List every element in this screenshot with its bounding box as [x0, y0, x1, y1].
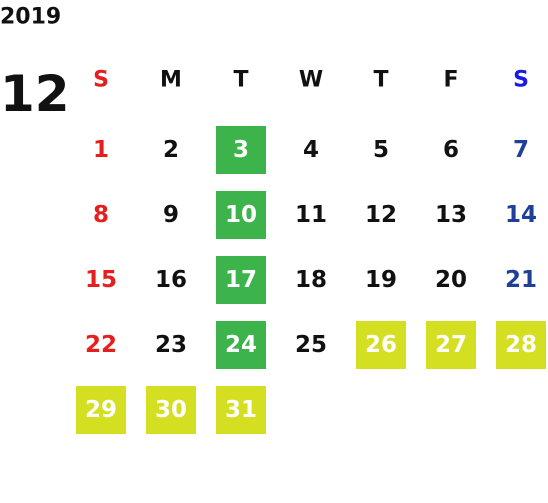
day-number: 3 [233, 137, 249, 163]
weekday-label: M [160, 68, 182, 93]
day-number: 25 [295, 332, 327, 358]
day-number: 22 [85, 332, 117, 358]
day-number: 4 [303, 137, 319, 163]
day-highlight [216, 256, 266, 304]
day-number: 16 [155, 267, 187, 293]
day-highlight [216, 191, 266, 239]
day-number: 17 [225, 267, 257, 293]
day-number: 24 [225, 332, 257, 358]
day-number: 5 [373, 137, 389, 163]
weekday-label: T [373, 68, 388, 93]
day-number: 26 [365, 332, 397, 358]
day-number: 18 [295, 267, 327, 293]
day-number: 8 [93, 202, 109, 228]
day-highlight [356, 321, 406, 369]
day-number: 14 [505, 202, 537, 228]
day-number: 19 [365, 267, 397, 293]
day-number: 15 [85, 267, 117, 293]
day-number: 28 [505, 332, 537, 358]
day-highlight [216, 386, 266, 434]
day-number: 12 [365, 202, 397, 228]
weekday-label: S [93, 68, 109, 93]
month: 12 [0, 65, 70, 123]
day-number: 1 [93, 137, 109, 163]
day-highlight [146, 386, 196, 434]
day-number: 31 [225, 397, 257, 423]
weekday-label: W [299, 68, 323, 93]
day-number: 27 [435, 332, 467, 358]
day-number: 10 [225, 202, 257, 228]
weekday-label: T [233, 68, 248, 93]
day-number: 9 [163, 202, 179, 228]
day-number: 2 [163, 137, 179, 163]
day-highlight [426, 321, 476, 369]
weekday-label: S [513, 68, 529, 93]
day-highlight [496, 321, 546, 369]
day-number: 23 [155, 332, 187, 358]
year: 2019 [0, 5, 61, 30]
day-number: 30 [155, 397, 187, 423]
day-number: 11 [295, 202, 327, 228]
day-highlight [216, 126, 266, 174]
weekday-label: F [443, 68, 458, 93]
day-highlight [216, 321, 266, 369]
day-number: 6 [443, 137, 459, 163]
day-highlight [76, 386, 126, 434]
day-number: 29 [85, 397, 117, 423]
day-number: 20 [435, 267, 467, 293]
day-number: 21 [505, 267, 537, 293]
day-number: 13 [435, 202, 467, 228]
day-number: 7 [513, 137, 529, 163]
